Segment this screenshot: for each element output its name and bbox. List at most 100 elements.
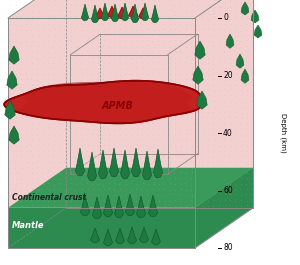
- Point: [123, 148, 128, 153]
- Point: [8, 9, 12, 13]
- Point: [175, 14, 180, 19]
- Point: [63, 192, 68, 196]
- Point: [123, 72, 128, 76]
- Point: [151, 204, 156, 208]
- Point: [146, 121, 150, 126]
- Point: [154, 120, 159, 124]
- Point: [58, 176, 62, 181]
- Point: [239, 56, 244, 60]
- Point: [139, 138, 144, 143]
- Point: [89, 175, 94, 180]
- Point: [193, 59, 197, 63]
- Point: [214, 10, 219, 14]
- Point: [121, 131, 125, 135]
- Point: [192, 48, 197, 52]
- Point: [236, 152, 241, 156]
- Point: [65, 153, 70, 157]
- Point: [143, 47, 148, 52]
- Point: [90, 122, 94, 126]
- Point: [173, 164, 178, 169]
- Point: [112, 60, 116, 64]
- Point: [112, 0, 116, 2]
- Point: [205, 154, 210, 159]
- Point: [109, 76, 114, 80]
- Point: [145, 38, 149, 43]
- Point: [80, 182, 84, 186]
- Point: [208, 120, 213, 124]
- Point: [68, 54, 73, 59]
- Point: [104, 42, 109, 46]
- Point: [168, 34, 172, 38]
- Point: [178, 67, 182, 71]
- Point: [110, 136, 114, 140]
- Point: [93, 20, 98, 24]
- Point: [161, 204, 166, 208]
- Point: [58, 116, 62, 120]
- Point: [63, 121, 68, 125]
- Point: [231, 20, 236, 24]
- Point: [112, 8, 117, 12]
- Point: [85, 9, 90, 13]
- Point: [167, 22, 172, 26]
- Point: [198, 36, 203, 41]
- Point: [238, 23, 243, 27]
- Point: [118, 93, 122, 98]
- Point: [8, 0, 13, 1]
- Point: [13, 9, 18, 13]
- Point: [40, 160, 45, 164]
- Point: [238, 182, 243, 187]
- Point: [107, 88, 112, 92]
- Point: [136, 108, 141, 112]
- Point: [140, 60, 145, 64]
- Point: [238, 121, 243, 125]
- Point: [151, 176, 156, 180]
- Point: [99, 115, 104, 119]
- Point: [197, 64, 202, 69]
- Point: [203, 120, 208, 124]
- Point: [205, 176, 210, 180]
- Point: [237, 32, 242, 37]
- Point: [85, 193, 90, 197]
- Polygon shape: [122, 3, 129, 21]
- Point: [105, 53, 110, 57]
- Point: [167, 171, 171, 175]
- Point: [247, 53, 252, 57]
- Point: [63, 82, 68, 87]
- Point: [98, 103, 103, 108]
- Point: [194, 160, 199, 165]
- Point: [140, 166, 145, 170]
- Point: [19, 39, 23, 44]
- Point: [214, 108, 219, 112]
- Point: [96, 193, 100, 197]
- Point: [244, 187, 249, 191]
- Point: [51, 105, 56, 109]
- Point: [112, 77, 117, 81]
- Point: [198, 158, 203, 162]
- Point: [71, 21, 76, 25]
- Point: [14, 148, 18, 152]
- Point: [90, 22, 94, 26]
- Point: [203, 15, 208, 19]
- Point: [200, 159, 205, 163]
- Point: [88, 42, 93, 46]
- Point: [57, 78, 62, 82]
- Point: [145, 192, 149, 197]
- Point: [198, 32, 203, 36]
- Point: [153, 147, 158, 152]
- Point: [202, 5, 207, 9]
- Point: [219, 54, 224, 58]
- Point: [220, 114, 225, 118]
- Point: [121, 54, 125, 58]
- Point: [46, 66, 51, 70]
- Point: [19, 33, 24, 38]
- Point: [12, 126, 17, 130]
- Point: [227, 111, 232, 115]
- Point: [249, 94, 254, 98]
- Point: [34, 87, 39, 92]
- Point: [127, 64, 132, 68]
- Point: [210, 39, 215, 43]
- Point: [34, 3, 39, 7]
- Point: [170, 97, 175, 101]
- Point: [216, 105, 221, 109]
- Point: [153, 48, 158, 52]
